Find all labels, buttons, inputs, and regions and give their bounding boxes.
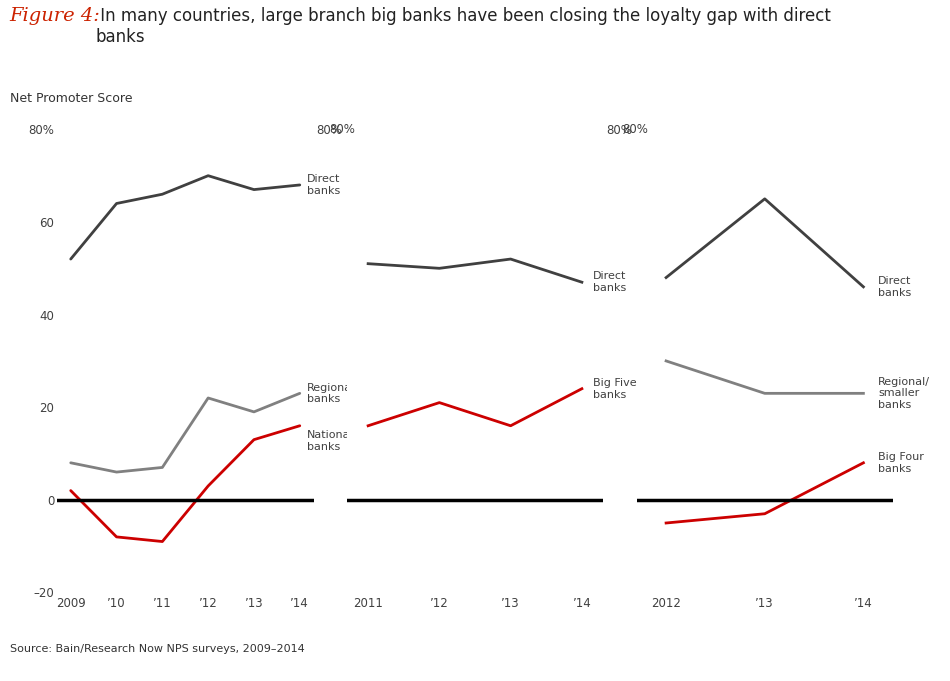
Text: Big Five
banks: Big Five banks <box>593 378 636 400</box>
Text: Source: Bain/Research Now NPS surveys, 2009–2014: Source: Bain/Research Now NPS surveys, 2… <box>10 644 304 654</box>
Text: Net Promoter Score: Net Promoter Score <box>10 92 132 106</box>
Text: Regional/
smaller
banks: Regional/ smaller banks <box>878 377 930 410</box>
Text: Direct
banks: Direct banks <box>878 276 912 298</box>
Text: National
banks: National banks <box>307 430 353 452</box>
Text: In many countries, large branch big banks have been closing the loyalty gap with: In many countries, large branch big bank… <box>95 7 831 46</box>
Text: 80%: 80% <box>622 123 648 136</box>
Text: Canada: Canada <box>441 105 509 123</box>
Text: 80%: 80% <box>330 123 355 136</box>
Text: Regional
banks: Regional banks <box>307 383 355 404</box>
Text: US: US <box>173 105 198 123</box>
Text: Direct
banks: Direct banks <box>307 174 340 195</box>
Text: Figure 4:: Figure 4: <box>10 7 101 25</box>
Text: Australia: Australia <box>723 105 807 123</box>
Text: Direct
banks: Direct banks <box>593 272 626 293</box>
Text: Big Four
banks: Big Four banks <box>878 452 924 473</box>
